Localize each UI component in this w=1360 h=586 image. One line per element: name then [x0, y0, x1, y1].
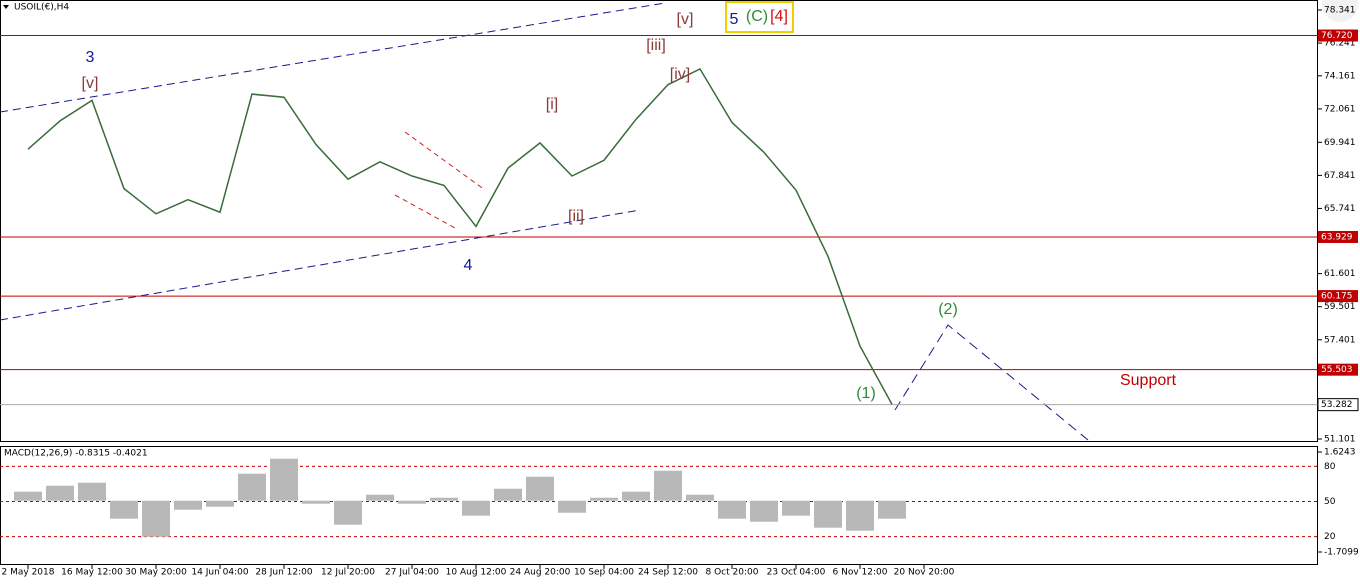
y-tick-label: 65.741	[1324, 204, 1356, 214]
y-tick-label: -1.7099	[1324, 548, 1359, 558]
macd-bar	[270, 458, 298, 501]
macd-bar	[430, 497, 458, 501]
y-tick-label: 76.241	[1324, 39, 1356, 49]
y-tick-label: 67.841	[1324, 171, 1356, 181]
y2-tick-label: 80	[1324, 462, 1336, 472]
level-tag	[1318, 290, 1358, 303]
x-tick-label: 28 Jun 12:00	[255, 568, 312, 578]
annotation: (1)	[856, 385, 876, 402]
macd-bar	[174, 500, 202, 510]
macd-bar	[302, 500, 330, 504]
main-frame	[0, 0, 1318, 442]
annotation: [iv]	[670, 66, 690, 83]
y2-tick-label: 50	[1324, 497, 1336, 507]
channel-upper	[0, 2, 666, 113]
annotation: [i]	[546, 96, 558, 113]
macd-title: MACD(12,26,9) -0.8315 -0.4021	[4, 449, 148, 459]
y-tick-label: 61.601	[1324, 269, 1356, 279]
y-tick-label: 1.6243	[1324, 448, 1356, 458]
macd-bar	[526, 476, 554, 501]
macd-bar	[238, 473, 266, 501]
x-tick-label: 10 Sep 04:00	[574, 568, 634, 578]
macd-bar	[142, 500, 170, 537]
x-tick-label: 2 May 2018	[2, 568, 55, 578]
wave-projection	[894, 324, 1089, 441]
price-series	[27, 67, 893, 405]
level-label: 63.929	[1321, 232, 1353, 242]
annotation: Support	[1120, 372, 1177, 389]
chart-title: USOIL(€),H4	[14, 3, 69, 13]
macd-bar	[782, 500, 810, 516]
macd-bar	[398, 500, 426, 504]
level-label: 55.503	[1321, 365, 1353, 375]
macd-bar	[494, 488, 522, 501]
menu-arrow	[3, 5, 9, 9]
annotation: [v]	[677, 11, 694, 28]
level-label: 60.175	[1321, 292, 1353, 302]
macd-bar	[590, 497, 618, 501]
price-tag	[1317, 398, 1359, 412]
corner-badge	[1322, 0, 1358, 22]
x-tick-label: 12 Jul 20:00	[321, 568, 375, 578]
x-tick-label: 20 Nov 20:00	[894, 568, 955, 578]
y-tick-label: 78.341	[1324, 6, 1356, 16]
macd-bar	[334, 500, 362, 525]
macd-bar	[750, 500, 778, 522]
x-tick-label: 27 Jul 04:00	[385, 568, 439, 578]
wedge-line	[394, 194, 456, 229]
wedge-line	[404, 131, 486, 191]
macd-bar	[206, 500, 234, 507]
macd-frame	[0, 446, 1318, 565]
macd-bar	[366, 494, 394, 501]
annotation: 4	[464, 257, 473, 274]
annotation: 3	[86, 49, 95, 66]
annotation: [v]	[82, 75, 99, 92]
level-tag	[1318, 29, 1358, 42]
annotation: (2)	[938, 301, 958, 318]
x-tick-label: 30 May 20:00	[125, 568, 187, 578]
macd-bar	[110, 500, 138, 519]
macd-bar	[846, 500, 874, 531]
x-tick-label: 8 Oct 20:00	[706, 568, 759, 578]
x-tick-label: 16 May 12:00	[61, 568, 123, 578]
highlight-box	[725, 1, 794, 33]
level-tag	[1318, 363, 1358, 376]
annotation: [ii]	[568, 208, 584, 225]
macd-bar	[686, 494, 714, 501]
x-tick-label: 23 Oct 04:00	[767, 568, 826, 578]
y2-tick-label: 20	[1324, 532, 1336, 542]
level-tag	[1318, 230, 1358, 243]
annotation: [4]	[770, 8, 788, 25]
macd-bar	[14, 491, 42, 501]
macd-bar	[78, 482, 106, 501]
y-tick-label: 72.061	[1324, 104, 1356, 114]
y-tick-label: 51.101	[1324, 435, 1356, 445]
y-tick-label: 74.161	[1324, 71, 1356, 81]
macd-bar	[46, 485, 74, 501]
macd-bar	[878, 500, 906, 519]
annotation: [iii]	[646, 37, 666, 54]
macd-bar	[814, 500, 842, 528]
x-tick-label: 24 Sep 12:00	[638, 568, 698, 578]
y-tick-label: 59.501	[1324, 302, 1356, 312]
x-tick-label: 10 Aug 12:00	[446, 568, 507, 578]
annotation: 5	[730, 11, 739, 28]
macd-bar	[718, 500, 746, 519]
macd-bar	[558, 500, 586, 513]
macd-bar	[622, 491, 650, 501]
y-tick-label: 57.401	[1324, 335, 1356, 345]
macd-bar	[654, 470, 682, 501]
channel-lower	[0, 209, 641, 321]
x-tick-label: 24 Aug 20:00	[510, 568, 571, 578]
x-tick-label: 6 Nov 12:00	[833, 568, 888, 578]
price-label: 53.282	[1321, 400, 1353, 410]
annotation: (C)	[746, 8, 768, 25]
macd-bar	[462, 500, 490, 516]
x-tick-label: 14 Jun 04:00	[191, 568, 248, 578]
level-label: 76.720	[1321, 31, 1353, 41]
y-tick-label: 69.941	[1324, 138, 1356, 148]
